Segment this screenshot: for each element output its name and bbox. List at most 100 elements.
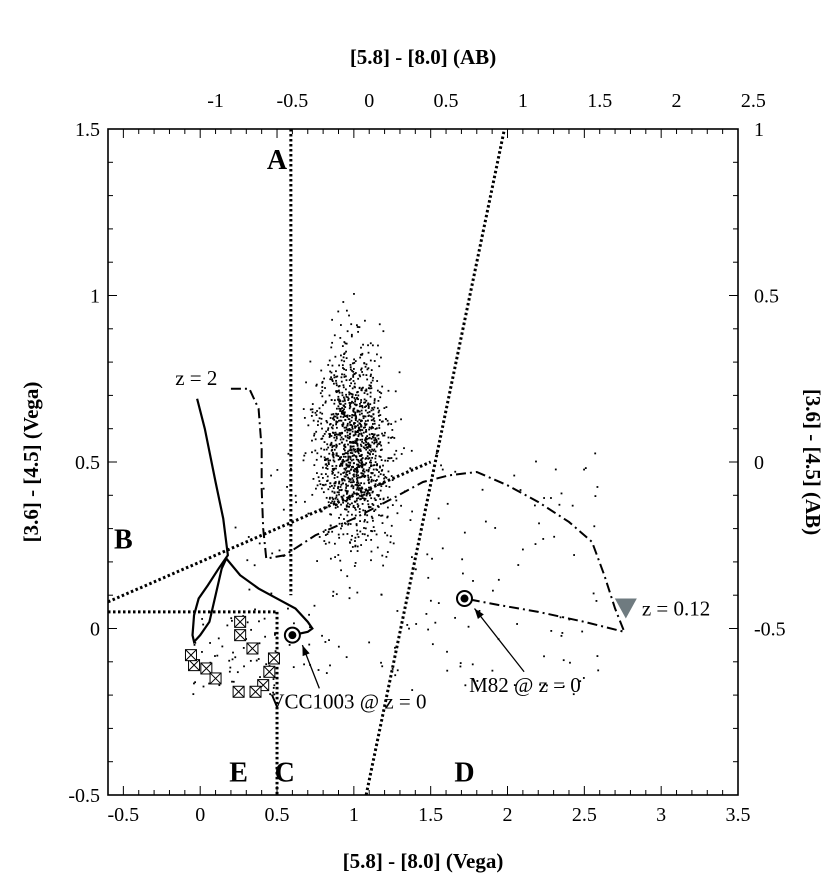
data-point <box>341 441 343 444</box>
data-point <box>316 472 318 474</box>
data-point <box>373 474 376 477</box>
data-point <box>332 382 335 385</box>
data-point <box>373 439 376 442</box>
data-point <box>327 531 330 534</box>
data-point <box>373 433 376 436</box>
data-point <box>362 442 365 444</box>
data-point <box>339 694 341 696</box>
data-point <box>387 436 390 439</box>
data-point <box>202 623 205 626</box>
data-point <box>368 478 370 481</box>
data-point <box>427 576 430 579</box>
data-point <box>365 436 367 439</box>
data-point <box>367 468 370 471</box>
data-point <box>340 483 343 486</box>
data-point <box>367 402 370 405</box>
data-point <box>370 497 373 500</box>
data-point <box>359 520 361 523</box>
data-point <box>331 446 334 449</box>
data-point <box>330 399 333 401</box>
data-point <box>370 381 373 384</box>
data-point <box>380 459 383 461</box>
data-point <box>352 458 355 461</box>
data-point <box>584 467 587 470</box>
data-point <box>463 531 466 534</box>
data-point <box>317 669 320 671</box>
data-point <box>336 413 339 416</box>
data-point <box>371 344 374 347</box>
data-point <box>379 489 382 492</box>
data-point <box>368 486 370 489</box>
data-point <box>376 479 378 481</box>
data-point <box>337 385 340 388</box>
data-point <box>355 439 358 442</box>
data-point <box>357 330 359 333</box>
data-point <box>382 473 385 476</box>
data-point <box>386 496 389 499</box>
data-point <box>248 588 251 591</box>
data-point <box>348 465 351 468</box>
data-point <box>387 422 390 425</box>
data-point <box>250 628 252 631</box>
data-point <box>348 401 351 404</box>
data-point <box>341 409 344 412</box>
data-point <box>330 413 333 416</box>
data-point <box>346 490 349 493</box>
data-point <box>362 493 365 496</box>
data-point <box>364 365 367 368</box>
data-point <box>368 414 370 417</box>
data-point <box>352 491 355 494</box>
data-point <box>356 469 359 472</box>
data-point <box>354 372 357 374</box>
data-point <box>352 368 355 370</box>
data-point <box>329 433 332 436</box>
data-point <box>315 458 318 461</box>
data-point <box>324 529 327 531</box>
data-point <box>326 457 329 460</box>
data-point <box>341 460 344 463</box>
data-point <box>349 363 352 366</box>
data-point <box>342 478 345 481</box>
data-point <box>324 473 327 475</box>
data-point <box>354 425 356 428</box>
data-point <box>380 420 383 423</box>
data-point <box>313 464 316 467</box>
data-point <box>273 693 276 696</box>
data-point <box>369 459 372 462</box>
x2-tick-label: -1 <box>207 90 224 112</box>
data-point <box>231 658 234 661</box>
data-point <box>339 408 342 410</box>
data-point <box>353 293 355 295</box>
data-point <box>345 357 348 360</box>
data-point <box>307 512 310 515</box>
data-point <box>340 473 342 476</box>
data-point <box>396 610 399 612</box>
x2-tick-label: 0.5 <box>434 90 459 112</box>
data-point <box>374 437 377 440</box>
data-point <box>376 464 378 467</box>
data-point <box>368 466 371 469</box>
data-point <box>231 680 233 683</box>
data-point <box>364 519 366 521</box>
data-point <box>335 433 338 436</box>
data-point <box>357 434 360 437</box>
data-point <box>333 399 336 402</box>
data-point <box>333 467 336 470</box>
data-point <box>339 464 342 467</box>
data-point <box>303 663 305 666</box>
data-point <box>315 430 318 433</box>
data-point <box>327 459 330 462</box>
data-point <box>352 376 355 378</box>
y-tick-label: 1 <box>90 286 100 308</box>
data-point <box>359 423 362 425</box>
data-point <box>385 476 388 479</box>
data-point <box>377 495 380 498</box>
data-point <box>349 478 351 481</box>
data-point <box>381 385 384 388</box>
data-point <box>331 465 334 467</box>
data-point <box>348 586 351 589</box>
data-point <box>349 392 352 395</box>
data-point <box>367 474 369 477</box>
data-point <box>348 428 351 430</box>
data-point <box>345 426 348 429</box>
